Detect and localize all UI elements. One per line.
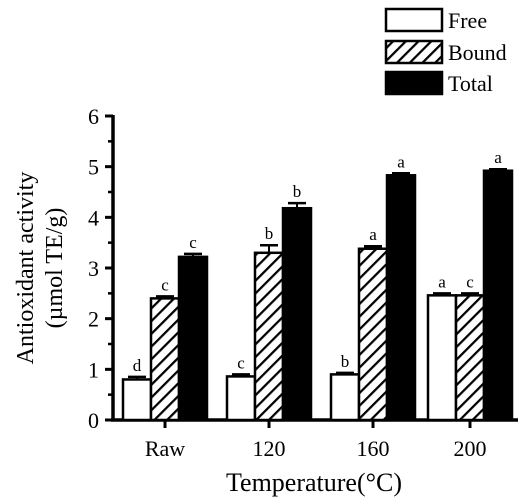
y-tick-label: 0 <box>88 408 99 433</box>
significance-letter: a <box>494 148 502 167</box>
bar-bound <box>454 294 486 422</box>
bar-total <box>385 174 417 422</box>
bar-free <box>121 378 153 422</box>
x-axis-title: Temperature(°C) <box>226 468 402 497</box>
bar-bound <box>253 251 285 422</box>
legend-swatch-free <box>384 7 444 33</box>
y-axis-title-line1: Antioxidant activity <box>13 172 39 365</box>
significance-letter: b <box>293 182 302 201</box>
x-tick-label: 120 <box>253 436 286 461</box>
x-tick-label: Raw <box>145 436 185 461</box>
bar-total <box>177 255 209 422</box>
significance-letter: b <box>265 224 274 243</box>
bar-bound <box>149 297 181 422</box>
bar-total <box>281 206 313 422</box>
y-tick-label: 6 <box>88 104 99 129</box>
y-tick-label: 1 <box>88 357 99 382</box>
legend-swatch-bound <box>384 39 444 65</box>
bars: d c c c b b b a a a c a <box>121 148 514 422</box>
bar-bound <box>357 247 389 422</box>
y-tick-label: 5 <box>88 155 99 180</box>
significance-letter: d <box>133 356 142 375</box>
significance-letter: c <box>466 272 474 291</box>
y-axis-title-line2: (µmol TE/g) <box>42 208 68 329</box>
x-tick-label: 160 <box>357 436 390 461</box>
significance-letter: c <box>189 233 197 252</box>
legend-swatch-total <box>384 70 444 96</box>
significance-letter: a <box>397 152 405 171</box>
bar-free <box>225 375 257 422</box>
significance-letter: c <box>237 353 245 372</box>
legend-label-free: Free <box>448 8 487 33</box>
significance-letter: b <box>341 352 350 371</box>
legend: Free Bound Total <box>384 7 507 96</box>
y-tick-label: 4 <box>88 205 99 230</box>
bar-total <box>482 169 514 422</box>
x-tick-label: 200 <box>454 436 487 461</box>
y-tick-label: 3 <box>88 256 99 281</box>
bar-free <box>426 294 458 422</box>
significance-letter: c <box>161 275 169 294</box>
significance-letter: a <box>438 272 446 291</box>
legend-label-bound: Bound <box>448 40 507 65</box>
bar-free <box>329 373 361 422</box>
y-tick-label: 2 <box>88 307 99 332</box>
significance-letter: a <box>369 225 377 244</box>
legend-label-total: Total <box>448 71 493 96</box>
